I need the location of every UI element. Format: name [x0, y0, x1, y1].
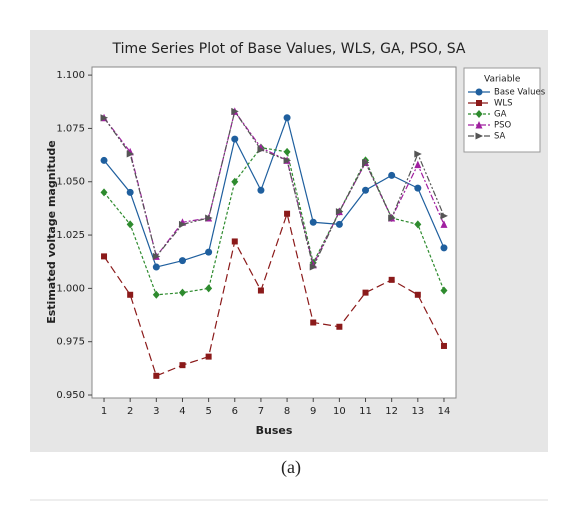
- marker: [100, 156, 108, 164]
- marker: [475, 132, 483, 140]
- x-tick-label: 8: [284, 406, 290, 417]
- marker: [100, 114, 109, 122]
- marker: [440, 212, 448, 220]
- series-line: [103, 211, 445, 377]
- marker: [414, 160, 422, 169]
- marker: [100, 188, 108, 197]
- marker: [414, 220, 422, 229]
- x-axis-label: Buses: [256, 424, 293, 437]
- marker: [284, 210, 291, 217]
- marker: [231, 238, 238, 245]
- marker: [388, 276, 395, 283]
- x-tick-label: 1: [101, 406, 107, 417]
- marker: [231, 107, 239, 115]
- x-tick-label: 5: [205, 406, 211, 417]
- marker: [178, 220, 187, 228]
- marker: [475, 110, 483, 118]
- legend-label: PSO: [494, 121, 512, 131]
- x-tick-label: 2: [127, 406, 133, 417]
- y-tick-label: 0.975: [56, 337, 85, 348]
- marker: [475, 121, 483, 129]
- y-tick-label: 1.000: [56, 283, 85, 294]
- y-tick-label: 1.075: [56, 123, 85, 134]
- marker: [205, 214, 213, 222]
- marker: [152, 290, 160, 299]
- x-tick-label: 12: [385, 406, 398, 417]
- x-tick-label: 3: [153, 406, 159, 417]
- marker: [362, 159, 370, 167]
- x-tick-label: 4: [179, 406, 185, 417]
- marker: [178, 257, 186, 265]
- marker: [476, 100, 482, 106]
- marker: [179, 362, 186, 369]
- x-tick-label: 11: [359, 406, 372, 417]
- marker: [257, 287, 264, 294]
- x-tick-label: 6: [232, 406, 238, 417]
- marker: [475, 88, 483, 96]
- marker: [388, 171, 396, 179]
- marker: [101, 253, 108, 260]
- x-tick-label: 9: [310, 406, 316, 417]
- y-tick-label: 1.050: [56, 177, 85, 188]
- caption: (a): [281, 457, 301, 478]
- marker: [362, 186, 370, 194]
- marker: [309, 263, 318, 271]
- marker: [231, 135, 239, 143]
- legend-label: Base Values: [494, 88, 546, 98]
- plot-area: [91, 66, 457, 399]
- marker: [310, 319, 317, 326]
- marker: [231, 177, 239, 186]
- x-tick-label: 10: [333, 406, 346, 417]
- x-tick-label: 14: [438, 406, 451, 417]
- marker: [152, 252, 161, 260]
- marker: [335, 208, 344, 216]
- y-tick-label: 1.100: [56, 70, 85, 81]
- marker: [153, 372, 160, 379]
- marker: [126, 220, 134, 229]
- marker: [414, 150, 422, 158]
- y-tick-label: 0.950: [56, 390, 85, 401]
- marker: [205, 248, 213, 256]
- marker: [309, 218, 317, 226]
- series-line: [103, 109, 445, 269]
- marker: [205, 353, 212, 360]
- legend-label: SA: [494, 132, 506, 142]
- marker: [126, 188, 134, 196]
- marker: [362, 289, 369, 296]
- legend-title: Variable: [484, 75, 521, 85]
- marker: [283, 156, 292, 164]
- marker: [127, 291, 134, 298]
- marker: [336, 323, 343, 330]
- legend-label: GA: [494, 110, 507, 120]
- marker: [388, 214, 396, 222]
- y-axis-label: Estimated voltage magnitude: [45, 140, 58, 324]
- marker: [440, 244, 448, 252]
- y-tick-label: 1.025: [56, 230, 85, 241]
- marker: [440, 286, 448, 295]
- marker: [283, 147, 291, 156]
- marker: [257, 186, 265, 194]
- marker: [205, 284, 213, 293]
- legend-label: WLS: [494, 99, 513, 109]
- x-tick-label: 7: [258, 406, 264, 417]
- x-tick-label: 13: [411, 406, 424, 417]
- marker: [283, 114, 291, 122]
- marker: [257, 146, 265, 154]
- marker: [414, 291, 421, 298]
- marker: [440, 342, 447, 349]
- marker: [152, 263, 160, 271]
- marker: [126, 150, 135, 158]
- marker: [335, 220, 343, 228]
- marker: [178, 288, 186, 297]
- marker: [414, 184, 422, 192]
- chart-title: Time Series Plot of Base Values, WLS, GA…: [112, 41, 466, 57]
- marker: [440, 220, 448, 228]
